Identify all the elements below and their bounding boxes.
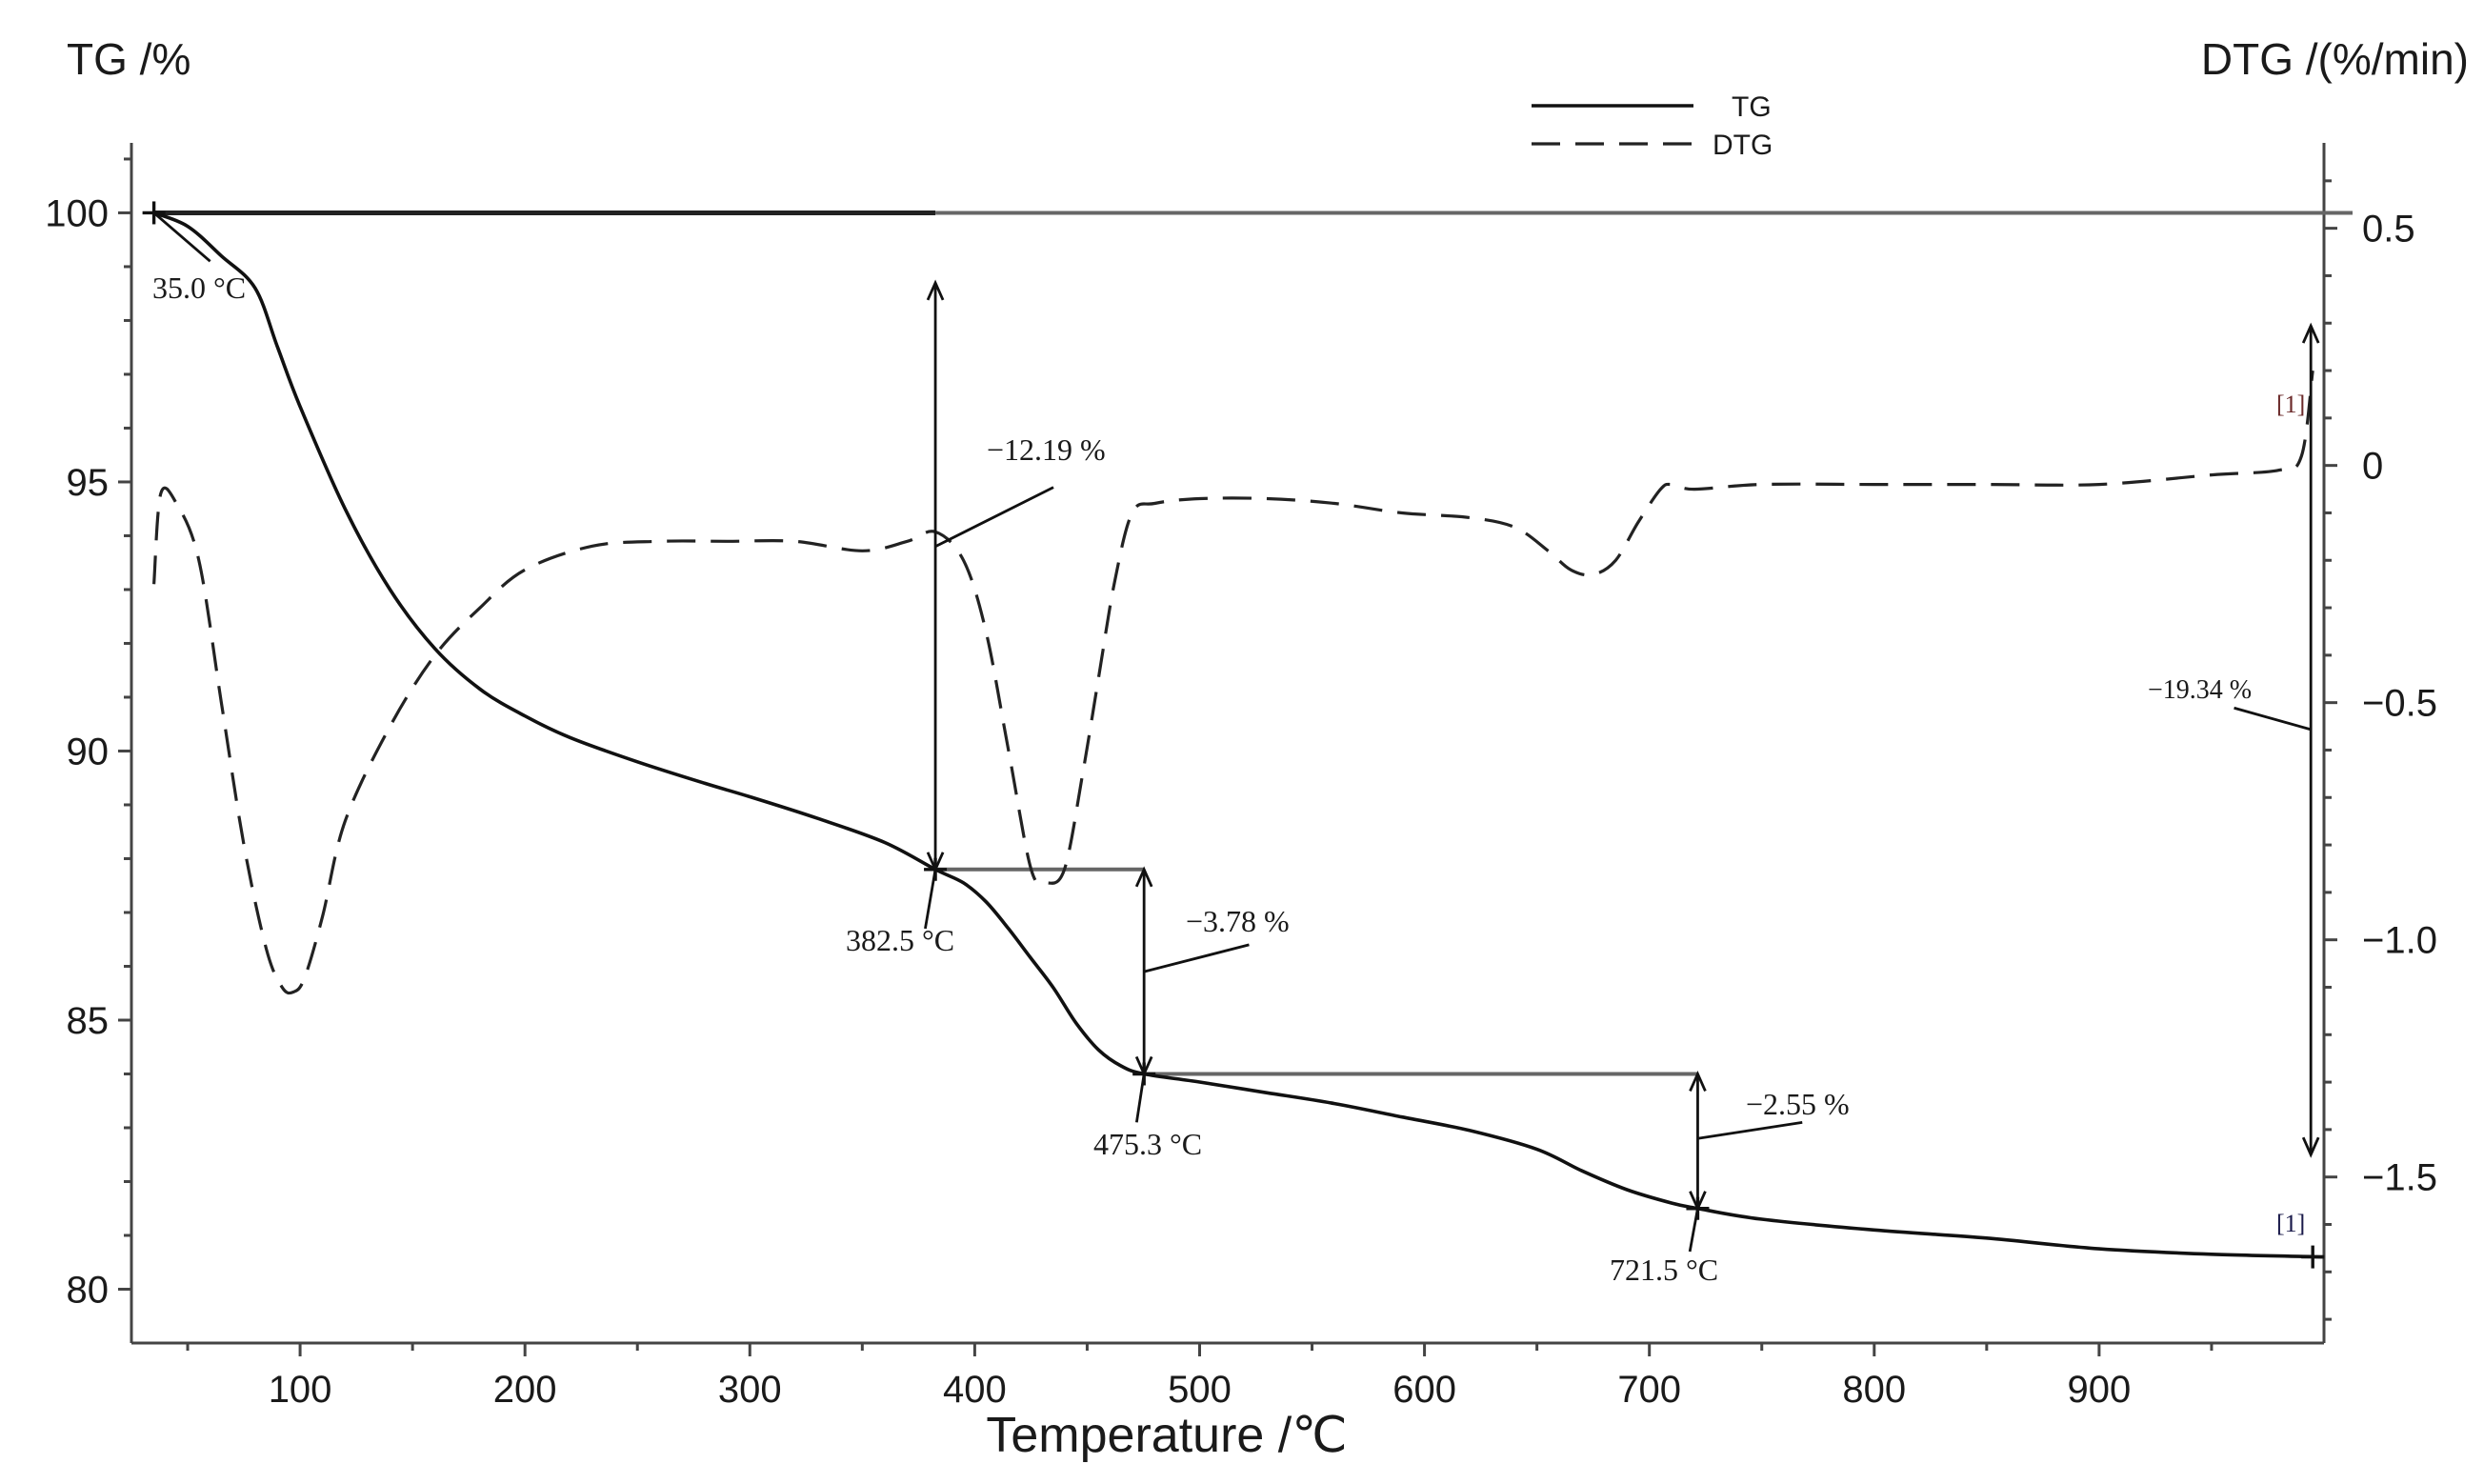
marker-label-382: 382.5 °C xyxy=(846,923,954,957)
annotations xyxy=(142,201,2325,1269)
y-right-tick-label: 0.5 xyxy=(2362,209,2415,251)
mass-loss-arrow-3-head-bottom xyxy=(2301,1136,2320,1158)
leader-19-34 xyxy=(2234,706,2312,732)
reference-lines xyxy=(153,210,2353,1076)
loss-label-2-55: −2.55 % xyxy=(1746,1087,1850,1121)
onset-marker-1 xyxy=(924,857,948,930)
mass-loss-arrow-0-head-top xyxy=(926,279,945,301)
onset-leader xyxy=(152,211,211,263)
tg-series-line xyxy=(152,211,2325,1259)
x-tick-label: 500 xyxy=(1168,1369,1232,1411)
mass-loss-arrow-0 xyxy=(926,279,945,873)
x-tick-label: 600 xyxy=(1392,1369,1456,1411)
y-right-tick-label: 0 xyxy=(2362,446,2383,488)
legend-tg-label: TG xyxy=(1732,91,1772,123)
leader-2-55 xyxy=(1697,1120,1803,1140)
left-axis-title: TG /% xyxy=(67,34,190,84)
dtg-series-line xyxy=(152,370,2314,995)
mass-loss-arrow-3-head-top xyxy=(2301,322,2320,344)
x-tick-label: 300 xyxy=(718,1369,782,1411)
marker-label-721: 721.5 °C xyxy=(1610,1253,1718,1287)
end-tag-bottom: [1] xyxy=(2276,1210,2305,1237)
leader-12-19 xyxy=(934,486,1054,549)
loss-label-12-19: −12.19 % xyxy=(987,432,1106,467)
loss-label-19-34: −19.34 % xyxy=(2148,675,2252,705)
right-axis-title: DTG /(%/min) xyxy=(2201,34,2469,84)
legend: TG DTG xyxy=(1532,91,1773,161)
y-left-tick-label: 100 xyxy=(45,192,109,234)
y-right-tick-label: −1.5 xyxy=(2362,1157,2437,1199)
x-tick-label: 800 xyxy=(1842,1369,1906,1411)
mass-loss-arrow-2 xyxy=(1689,1071,1707,1213)
mass-loss-arrow-2-head-top xyxy=(1689,1071,1707,1093)
mass-loss-arrow-1-head-top xyxy=(1134,866,1153,888)
onset-leader xyxy=(1134,1073,1146,1123)
onset-leader xyxy=(1688,1208,1699,1253)
x-tick-label: 100 xyxy=(269,1369,332,1411)
y-left-tick-label: 90 xyxy=(67,731,110,772)
y-right-tick-label: −1.0 xyxy=(2362,920,2437,962)
y-left-tick-label: 85 xyxy=(67,1000,110,1042)
x-tick-label: 900 xyxy=(2068,1369,2132,1411)
onset-marker-3 xyxy=(1686,1196,1710,1253)
x-axis-title: Temperature /℃ xyxy=(986,1408,1347,1463)
tick-labels: 100 200 300 400 500 600 700 800 900 80 85 90 95 100 −1… xyxy=(45,192,2437,1411)
marker-label-35: 35.0 °C xyxy=(152,271,246,305)
x-tick-label: 200 xyxy=(493,1369,557,1411)
y-left-tick-label: 95 xyxy=(67,462,110,504)
onset-marker-0 xyxy=(142,201,211,263)
x-tick-label: 700 xyxy=(1617,1369,1681,1411)
loss-label-3-78: −3.78 % xyxy=(1186,904,1290,938)
leader-3-78 xyxy=(1143,943,1250,973)
mass-loss-arrow-3 xyxy=(2301,322,2320,1158)
end-tag-top: [1] xyxy=(2276,391,2305,418)
onset-marker-2 xyxy=(1132,1062,1156,1123)
axes xyxy=(118,143,2337,1356)
y-right-tick-label: −0.5 xyxy=(2362,683,2437,725)
onset-leader xyxy=(924,869,937,930)
legend-dtg-label: DTG xyxy=(1713,130,1773,161)
marker-label-475: 475.3 °C xyxy=(1093,1127,1202,1161)
x-tick-label: 400 xyxy=(943,1369,1007,1411)
y-left-tick-label: 80 xyxy=(67,1269,110,1311)
